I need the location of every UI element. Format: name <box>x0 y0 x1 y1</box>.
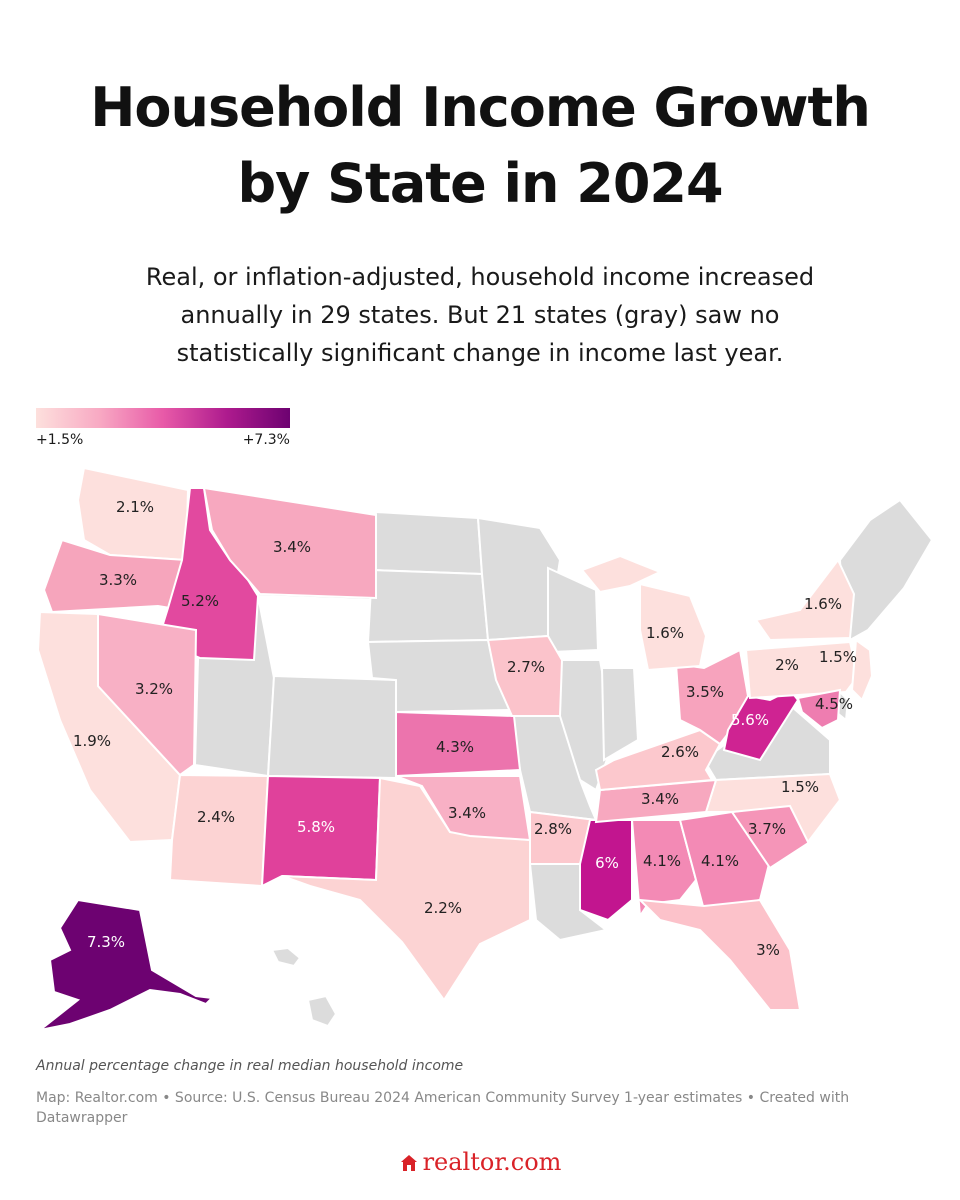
label-mt: 3.4% <box>273 538 311 556</box>
legend-max-label: +7.3% <box>242 432 290 448</box>
label-sc: 3.7% <box>748 820 786 838</box>
state-ks[interactable] <box>395 710 522 778</box>
state-md[interactable] <box>796 688 842 730</box>
title-line-2: by State in 2024 <box>237 152 723 215</box>
subtitle-line-2: annually in 29 states. But 21 states (gr… <box>180 301 780 329</box>
state-az[interactable] <box>168 773 270 888</box>
label-ak: 7.3% <box>87 933 125 951</box>
label-nm: 5.8% <box>297 818 335 836</box>
label-tn: 3.4% <box>641 790 679 808</box>
legend-min-label: +1.5% <box>36 432 84 448</box>
label-or: 3.3% <box>99 571 137 589</box>
logo-text: realtor.com <box>422 1148 562 1176</box>
label-nv: 3.2% <box>135 680 173 698</box>
label-al: 4.1% <box>643 852 681 870</box>
state-nc[interactable] <box>704 772 842 844</box>
label-nj: 1.5% <box>819 648 857 666</box>
state-wi[interactable] <box>547 566 600 654</box>
state-nv[interactable] <box>97 612 198 777</box>
subtitle-line-1: Real, or inflation-adjusted, household i… <box>145 263 815 291</box>
state-value-labels: 2.1% 3.3% 5.2% 3.4% 1.9% 3.2% 2.4% 5.8% … <box>73 498 857 959</box>
state-or[interactable] <box>42 538 188 614</box>
source-line-2: Datawrapper <box>36 1110 128 1126</box>
label-ks: 4.3% <box>436 738 474 756</box>
state-nj[interactable] <box>850 638 874 702</box>
label-ca: 1.9% <box>73 732 111 750</box>
increase-states <box>36 466 874 1031</box>
state-ny[interactable] <box>754 558 856 642</box>
label-ga: 4.1% <box>701 852 739 870</box>
state-nd[interactable] <box>370 510 484 576</box>
state-hi[interactable] <box>270 946 302 968</box>
label-ok: 3.4% <box>448 804 486 822</box>
label-ny: 1.6% <box>804 595 842 613</box>
label-wa: 2.1% <box>116 498 154 516</box>
state-sd[interactable] <box>366 568 490 644</box>
state-id[interactable] <box>156 487 260 662</box>
label-pa: 2% <box>775 656 799 674</box>
chart-subtitle: Real, or inflation-adjusted, household i… <box>80 258 880 372</box>
map-caption: Annual percentage change in real median … <box>36 1058 464 1074</box>
house-icon <box>400 1155 417 1171</box>
label-tx: 2.2% <box>424 899 462 917</box>
subtitle-line-3: statistically significant change in inco… <box>176 339 784 367</box>
state-new-england[interactable] <box>838 498 934 642</box>
label-ky: 2.6% <box>661 743 699 761</box>
state-ia[interactable] <box>486 634 564 717</box>
state-in[interactable] <box>600 667 640 762</box>
chart-title: Household Income Growth by State in 2024 <box>0 70 960 222</box>
label-md: 4.5% <box>815 695 853 713</box>
label-wv: 5.6% <box>731 711 769 729</box>
label-nc: 1.5% <box>781 778 819 796</box>
source-line-1: Map: Realtor.com • Source: U.S. Census B… <box>36 1090 850 1106</box>
state-mi[interactable] <box>639 582 708 672</box>
legend-gradient-bar <box>36 408 290 428</box>
label-fl: 3% <box>756 941 780 959</box>
us-state-map: 2.1% 3.3% 5.2% 3.4% 1.9% 3.2% 2.4% 5.8% … <box>36 466 934 1031</box>
state-mi-up[interactable] <box>580 554 663 594</box>
state-hi-big-island[interactable] <box>306 994 338 1028</box>
label-az: 2.4% <box>197 808 235 826</box>
state-mt[interactable] <box>202 486 377 600</box>
label-ar: 2.8% <box>534 820 572 838</box>
state-co[interactable] <box>266 674 397 780</box>
label-ms: 6% <box>595 854 619 872</box>
label-oh: 3.5% <box>686 683 724 701</box>
color-legend: +1.5% +7.3% <box>36 408 290 454</box>
state-ak[interactable] <box>39 898 215 1031</box>
state-fl[interactable] <box>637 898 802 1011</box>
source-note: Map: Realtor.com • Source: U.S. Census B… <box>36 1088 896 1128</box>
label-id: 5.2% <box>181 592 219 610</box>
state-ok[interactable] <box>395 775 532 842</box>
title-line-1: Household Income Growth <box>90 76 871 139</box>
label-mi: 1.6% <box>646 624 684 642</box>
realtor-logo: realtor.com <box>0 1148 960 1176</box>
label-ia: 2.7% <box>507 658 545 676</box>
state-mo[interactable] <box>510 715 598 822</box>
